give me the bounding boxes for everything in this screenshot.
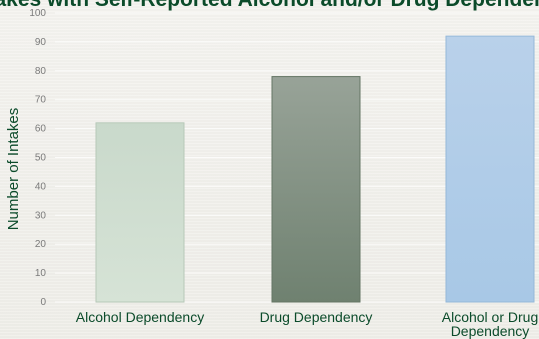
bar-2: [271, 76, 361, 303]
y-tick-label: 80: [35, 66, 47, 77]
y-tick-label: 20: [35, 239, 47, 250]
y-tick-label: 90: [35, 37, 47, 48]
x-category-label: Alcohol or Drug: [442, 309, 539, 325]
x-axis-labels: Alcohol Dependency Drug Dependency Alcohol…: [76, 309, 538, 339]
y-tick-label: 50: [35, 153, 47, 164]
x-category-label: Drug Dependency: [260, 309, 373, 325]
y-axis-title: Number of Intakes: [5, 108, 22, 231]
bar-1: [95, 122, 185, 303]
y-tick-label: 60: [35, 124, 47, 135]
y-tick-label: 40: [35, 181, 47, 192]
y-tick-label: 70: [35, 95, 47, 106]
x-category-label: Dependency: [451, 323, 530, 339]
y-tick-label: 30: [35, 210, 47, 221]
y-tick-label: 0: [40, 297, 46, 308]
y-axis: 0 10 20 30 40 50 60 70 80 90 100: [29, 8, 46, 308]
bars: [95, 35, 535, 303]
chart-title-group: Intakes with Self-Reported Alcohol and/o…: [0, 0, 539, 11]
x-category-label: Alcohol Dependency: [76, 309, 204, 325]
bar-3: [445, 35, 535, 303]
y-tick-label: 100: [29, 8, 46, 19]
chart-title: Intakes with Self-Reported Alcohol and/o…: [0, 0, 539, 11]
y-tick-label: 10: [35, 268, 47, 279]
